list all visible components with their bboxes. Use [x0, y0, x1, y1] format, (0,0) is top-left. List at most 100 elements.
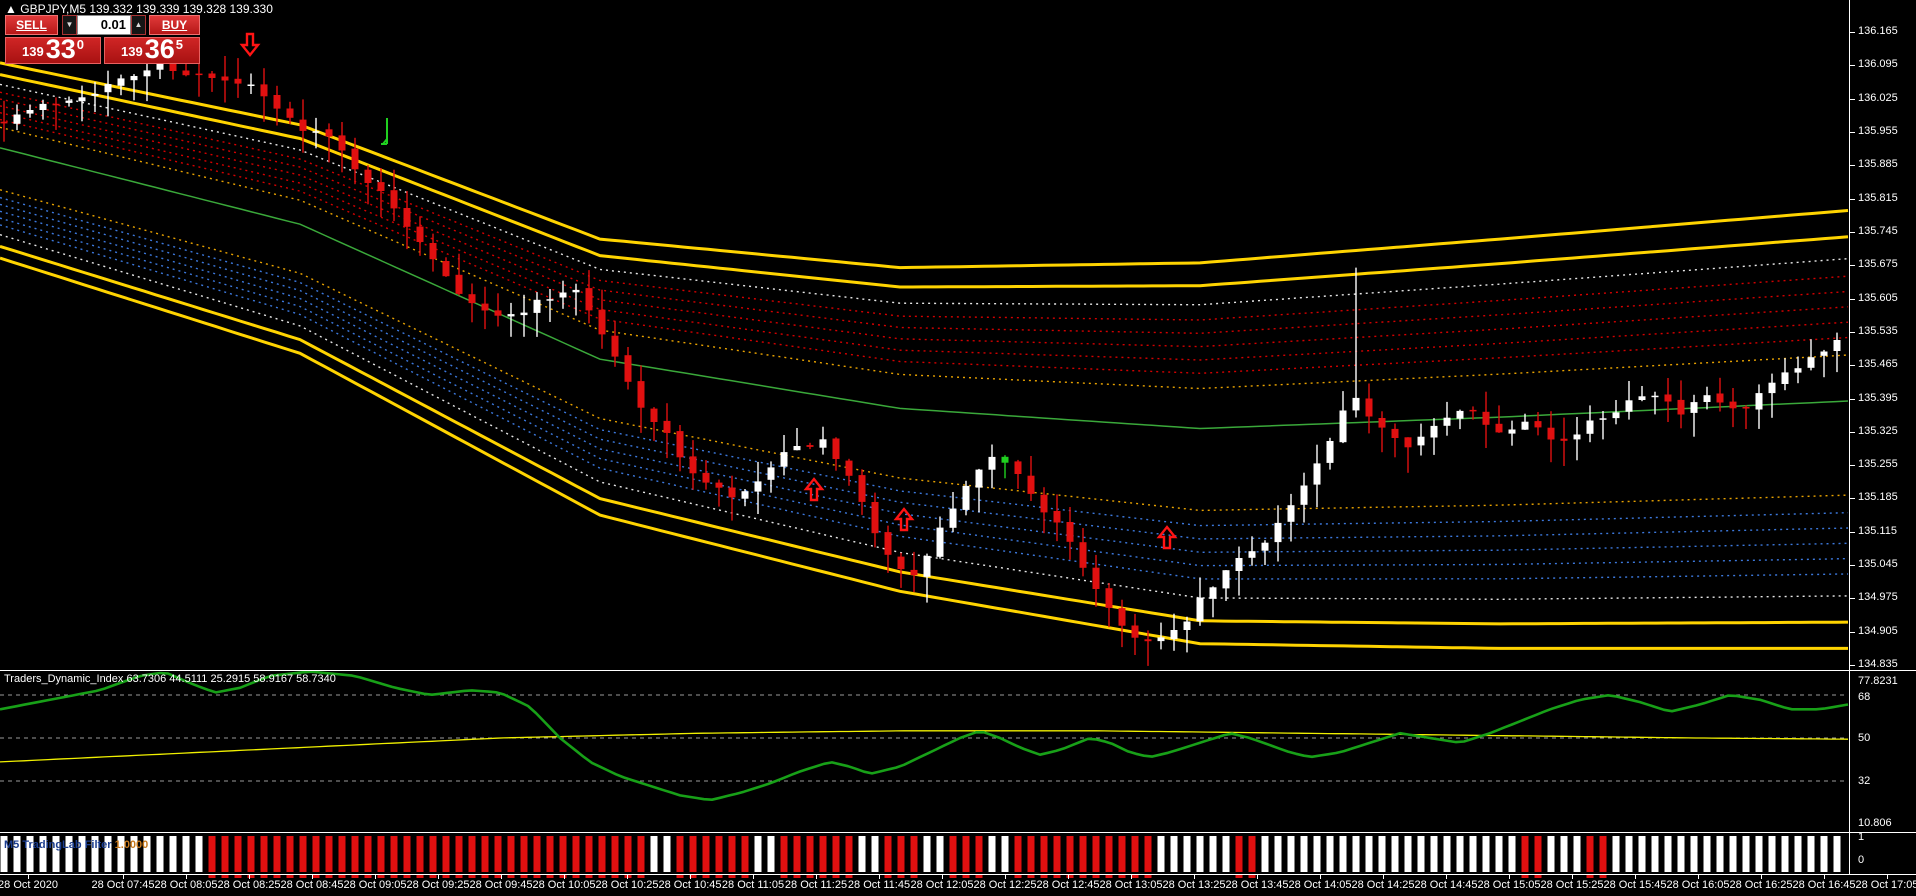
- candle-body: [1690, 402, 1698, 413]
- filter-bar: [1261, 836, 1269, 872]
- filter-bar: [676, 836, 684, 872]
- filter-bar-tick: [585, 875, 593, 878]
- time-axis-tick: [375, 875, 376, 879]
- dash_orange-band-line: [0, 126, 1849, 390]
- lot-increase-button[interactable]: ▲: [131, 15, 146, 35]
- time-axis-label: 28 Oct 2020: [0, 879, 58, 891]
- candle-body: [1105, 588, 1113, 608]
- candle-body: [117, 78, 125, 86]
- time-axis-tick: [753, 875, 754, 879]
- sell-price-handle: 139: [22, 44, 44, 59]
- collapse-triangle-icon[interactable]: ▲: [5, 2, 17, 16]
- time-axis-label: 28 Oct 13:25: [1162, 879, 1226, 891]
- tdi-panel-separator[interactable]: [0, 670, 1916, 671]
- filter-bar: [949, 836, 957, 872]
- filter-bar: [1014, 836, 1022, 872]
- filter-bar: [1040, 836, 1048, 872]
- filter-bar-tick: [572, 875, 580, 878]
- candle-body: [715, 482, 723, 488]
- filter-bar-tick: [793, 875, 801, 878]
- filter-bar-tick: [676, 875, 684, 878]
- filter-bar: [416, 836, 424, 872]
- trade-entry-marker: [381, 118, 388, 145]
- filter-bar-tick: [338, 875, 346, 878]
- filter-bar-tick: [455, 875, 463, 878]
- filter-bar-tick: [481, 875, 489, 878]
- price-axis-tick: [1849, 199, 1855, 200]
- candle-body: [1742, 407, 1750, 409]
- candle-body: [1066, 522, 1074, 542]
- price-axis-label: 135.325: [1858, 424, 1898, 437]
- filter-bar: [455, 836, 463, 872]
- candle-body: [39, 103, 47, 110]
- candle-body: [585, 288, 593, 311]
- candle-body: [26, 110, 34, 114]
- candle-body: [286, 108, 294, 118]
- lot-decrease-button[interactable]: ▼: [62, 15, 77, 35]
- filter-bar: [182, 836, 190, 872]
- filter-scale-label: 1: [1858, 831, 1865, 843]
- filter-bar: [364, 836, 372, 872]
- time-axis-tick: [1635, 875, 1636, 879]
- filter-bar: [429, 836, 437, 872]
- filter-bar-tick: [260, 875, 268, 878]
- filter-bar-tick: [1235, 875, 1243, 878]
- filter-bar: [143, 836, 151, 872]
- filter-bar: [377, 836, 385, 872]
- filter-bar: [1430, 836, 1438, 872]
- time-axis-label: 28 Oct 07:45: [91, 879, 155, 891]
- filter-bar-tick: [234, 875, 242, 878]
- filter-bar: [1703, 836, 1711, 872]
- filter-bar-tick: [897, 875, 905, 878]
- time-axis-tick: [1131, 875, 1132, 879]
- candle-body: [1209, 587, 1217, 599]
- filter-bar: [650, 836, 658, 872]
- filter-bar-tick: [1092, 875, 1100, 878]
- candle-body: [1534, 421, 1542, 428]
- candle-body: [598, 309, 606, 335]
- buy-price-button[interactable]: 139 36 5: [104, 36, 200, 64]
- filter-bar: [1664, 836, 1672, 872]
- candle-body: [234, 78, 242, 84]
- time-axis-label: 28 Oct 13:45: [1225, 879, 1289, 891]
- filter-bar-tick: [637, 875, 645, 878]
- filter-bar-tick: [975, 875, 983, 878]
- time-axis-label: 28 Oct 08:45: [280, 879, 344, 891]
- time-axis-label: 28 Oct 11:05: [721, 879, 785, 891]
- time-axis-tick: [942, 875, 943, 879]
- filter-bar: [1625, 836, 1633, 872]
- buy-button[interactable]: BUY: [149, 15, 200, 35]
- lot-size-input[interactable]: 0.01: [77, 15, 131, 35]
- candle-body: [1287, 505, 1295, 522]
- filter-bar: [494, 836, 502, 872]
- filter-bar: [338, 836, 346, 872]
- tdi-rsi-line: [0, 670, 1849, 802]
- sell-price-button[interactable]: 139 33 0: [5, 36, 101, 64]
- time-axis-label: 28 Oct 08:25: [217, 879, 281, 891]
- filter-bar-tick: [312, 875, 320, 878]
- filter-bar: [741, 836, 749, 872]
- filter-panel-separator[interactable]: [0, 832, 1916, 833]
- filter-bar: [1560, 836, 1568, 872]
- candle-body: [1365, 398, 1373, 417]
- sell-button[interactable]: SELL: [5, 15, 58, 35]
- time-axis-tick: [879, 875, 880, 879]
- filter-bar: [0, 836, 8, 872]
- candle-body: [1248, 551, 1256, 558]
- candle-body: [247, 84, 255, 86]
- candle-body: [13, 114, 21, 124]
- candle-body: [143, 70, 151, 77]
- candle-body: [455, 274, 463, 294]
- filter-bar: [1833, 836, 1841, 872]
- ribbon_red-band-line: [0, 105, 1849, 348]
- filter-bar: [1300, 836, 1308, 872]
- candle-body: [689, 456, 697, 474]
- time-axis-tick: [1257, 875, 1258, 879]
- filter-bar: [91, 836, 99, 872]
- filter-bar: [1209, 836, 1217, 872]
- filter-bar-tick: [611, 875, 619, 878]
- filter-bar-tick: [325, 875, 333, 878]
- filter-bar: [1521, 836, 1529, 872]
- candle-body: [1014, 461, 1022, 474]
